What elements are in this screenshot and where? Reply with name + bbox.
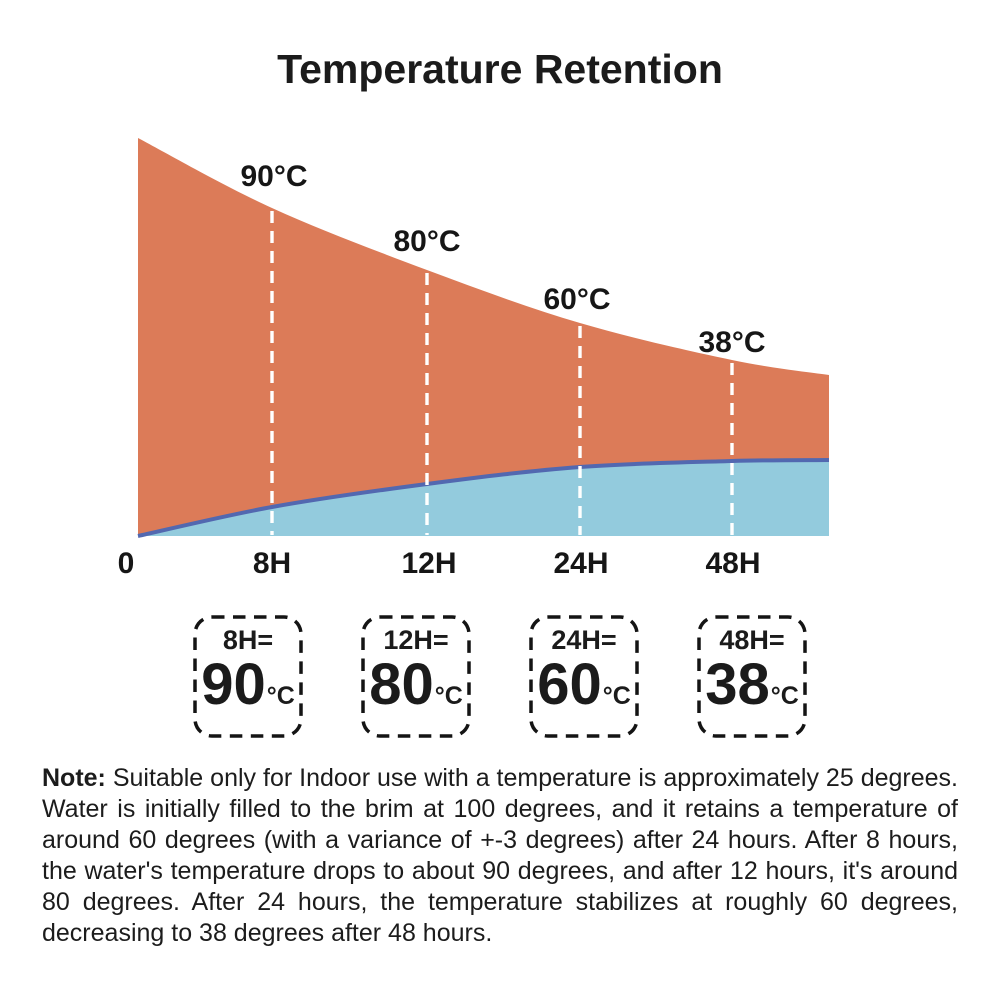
hot-water-area xyxy=(138,138,829,536)
curve-temp-label-24h: 60°C xyxy=(543,283,610,316)
cooled-water-area xyxy=(138,460,829,536)
badge-hours-label: 48H= xyxy=(719,625,785,655)
badge-hours-label: 12H= xyxy=(383,625,449,655)
note-label: Note: xyxy=(42,764,106,792)
badge-24h: 24H= 60°C xyxy=(529,615,639,738)
badge-8h: 8H= 90°C xyxy=(193,615,303,738)
x-tick-24h: 24H xyxy=(553,547,608,580)
badge-temp-unit: °C xyxy=(602,682,631,710)
badge-48h: 48H= 38°C xyxy=(697,615,807,738)
x-tick-0: 0 xyxy=(118,547,135,580)
badge-hours-label: 24H= xyxy=(551,625,617,655)
badge-temp-unit: °C xyxy=(266,682,295,710)
badge-temp-value: 60°C xyxy=(537,652,631,717)
curve-temperature-labels: 90°C 80°C 60°C 38°C xyxy=(240,160,765,359)
badge-temp-value: 90°C xyxy=(201,652,295,717)
badge-temp-value: 80°C xyxy=(369,652,463,717)
note-paragraph: Note: Suitable only for Indoor use with … xyxy=(42,763,958,949)
marker-lines xyxy=(270,211,734,535)
x-axis-tick-labels: 0 8H 12H 24H 48H xyxy=(118,547,761,580)
x-tick-48h: 48H xyxy=(705,547,760,580)
curve-temp-label-8h: 90°C xyxy=(240,160,307,193)
badge-hours-label: 8H= xyxy=(222,625,274,655)
badge-temp-unit: °C xyxy=(770,682,799,710)
badge-temp-unit: °C xyxy=(434,682,463,710)
temperature-chart: 90°C 80°C 60°C 38°C 0 8H 12H 24H 48H xyxy=(118,138,830,580)
badge-temp-value: 38°C xyxy=(705,652,799,717)
badge-12h: 12H= 80°C xyxy=(361,615,471,738)
cooled-water-boundary-line xyxy=(137,458,830,538)
note-body: Suitable only for Indoor use with a temp… xyxy=(42,764,958,947)
curve-temp-label-12h: 80°C xyxy=(393,225,460,258)
summary-badges: 8H= 90°C 12H= 80°C 24H= 60°C 48H= 38°C xyxy=(193,615,807,738)
x-tick-8h: 8H xyxy=(253,547,291,580)
x-tick-12h: 12H xyxy=(401,547,456,580)
page-title: Temperature Retention xyxy=(277,46,723,92)
curve-temp-label-48h: 38°C xyxy=(698,326,765,359)
